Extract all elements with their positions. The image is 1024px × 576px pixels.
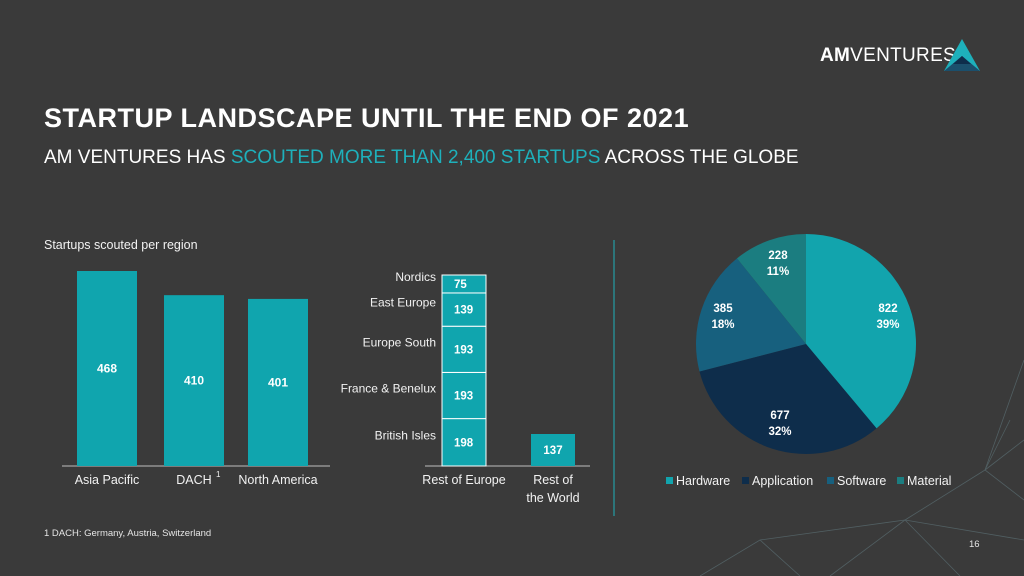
stack-value-label: 75 [454, 279, 467, 291]
logo: AMVENTURES [820, 45, 956, 67]
legend-swatch [827, 477, 834, 484]
pie-slice-material [736, 234, 806, 344]
chart-title: Startups scouted per region [44, 238, 198, 252]
pie-value-label: 677 [770, 410, 789, 422]
legend-label: Software [837, 474, 886, 488]
pie-percent-label: 32% [768, 426, 791, 438]
logo-rest: VENTURES [850, 45, 957, 66]
bar-asia-pacific [77, 271, 137, 466]
x-tick-label: Rest of [533, 473, 573, 487]
pie-percent-label: 18% [711, 319, 734, 331]
subtitle-highlight: SCOUTED MORE THAN 2,400 STARTUPS [230, 147, 601, 168]
stack-segment-label: British Isles [375, 428, 436, 442]
stack-value-label: 193 [454, 344, 473, 356]
stack-segment [441, 371, 487, 420]
legend-label: Hardware [676, 474, 730, 488]
legend-swatch [897, 477, 904, 484]
logo-bold: AM [820, 45, 851, 66]
legend-label: Application [752, 474, 813, 488]
pie-slice-software [695, 258, 806, 372]
bar-dach [164, 295, 224, 466]
bar-value-label: 401 [268, 375, 288, 389]
subtitle-text-end: ACROSS THE GLOBE [600, 147, 799, 168]
footnote: 1 DACH: Germany, Austria, Switzerland [44, 528, 212, 539]
x-tick-superscript: 1 [216, 470, 221, 479]
bar-value-label: 137 [543, 445, 562, 457]
bar-north-america [248, 298, 308, 466]
stack-value-label: 193 [454, 391, 473, 403]
stack-segment-label: France & Benelux [341, 382, 436, 396]
stack-segment-label: Europe South [363, 335, 436, 349]
stack-segment [441, 325, 487, 373]
x-tick-label: Rest of Europe [422, 473, 505, 487]
pie-slice-application [699, 344, 877, 454]
x-tick-label: Asia Pacific [75, 473, 140, 487]
page-title: STARTUP LANDSCAPE UNTIL THE END OF 2021 [44, 103, 690, 133]
pie-value-label: 385 [713, 303, 733, 315]
pie-slice-hardware [806, 234, 916, 429]
pie-value-label: 228 [768, 250, 788, 262]
logo-mark [944, 39, 980, 71]
pie-value-label: 822 [878, 303, 897, 315]
subtitle-text: AM VENTURES HAS [44, 147, 231, 168]
legend-label: Material [907, 474, 951, 488]
page-subtitle: AM VENTURES HAS SCOUTED MORE THAN 2,400 … [44, 147, 799, 169]
legend-swatch [742, 477, 749, 484]
stack-segment [441, 292, 487, 327]
stack-value-label: 198 [454, 437, 474, 449]
x-tick-label: the World [526, 491, 579, 505]
stack-value-label: 139 [454, 305, 473, 317]
pie-percent-label: 39% [876, 319, 899, 331]
bar-rest-of-the-world [531, 434, 575, 466]
page-number: 16 [969, 539, 980, 550]
stack-segment-label: East Europe [370, 296, 436, 310]
legend-swatch [666, 477, 673, 484]
bar-value-label: 468 [97, 362, 117, 376]
bar-value-label: 410 [184, 374, 204, 388]
stack-segment [441, 274, 487, 294]
x-tick-label: DACH [176, 473, 211, 487]
stack-segment-label: Nordics [395, 270, 436, 284]
x-tick-label: North America [238, 473, 317, 487]
pie-percent-label: 11% [767, 266, 789, 278]
